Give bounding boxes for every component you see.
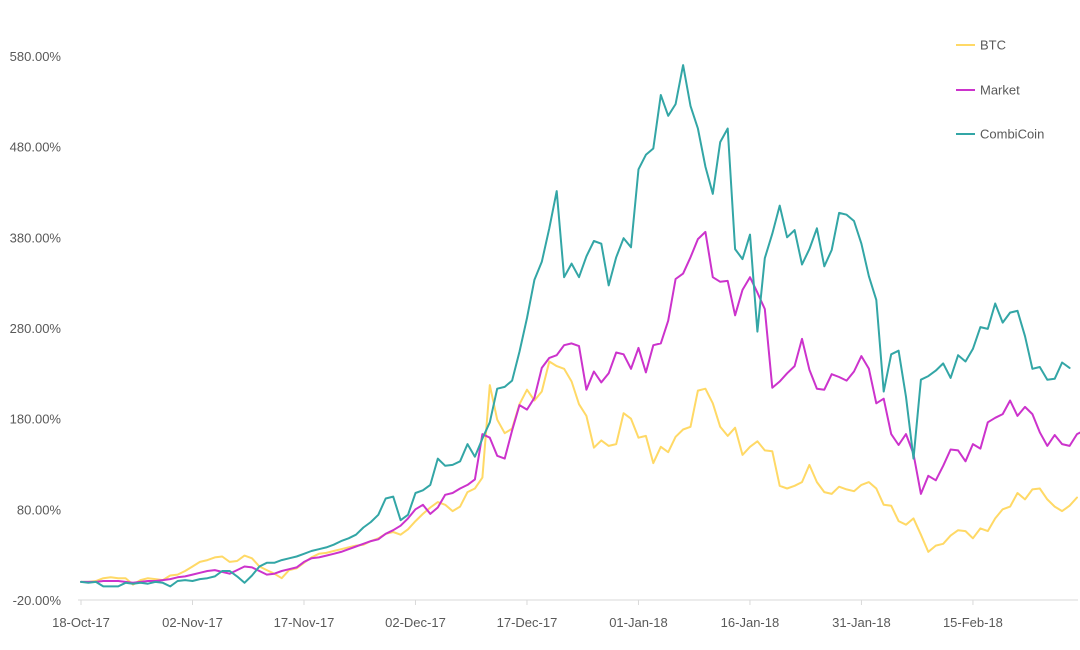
y-tick-label: -20.00%	[13, 593, 62, 608]
x-tick-label: 02-Nov-17	[162, 615, 223, 630]
legend-label-btc: BTC	[980, 38, 1006, 53]
y-tick-label: 80.00%	[17, 502, 62, 517]
series-lines	[80, 64, 1080, 588]
y-axis-ticks: 580.00% 480.00% 380.00% 280.00% 180.00% 80.00…	[10, 49, 62, 608]
axes: 580.00% 480.00% 380.00% 280.00% 180.00% 80.00…	[10, 49, 1078, 630]
x-tick-label: 17-Nov-17	[274, 615, 335, 630]
y-tick-label: 180.00%	[10, 412, 62, 427]
y-tick-label: 580.00%	[10, 49, 62, 64]
x-tick-label: 02-Dec-17	[385, 615, 446, 630]
legend-label-combicoin: CombiCoin	[980, 127, 1044, 142]
legend: BTC Market CombiCoin	[956, 38, 1044, 142]
x-tick-label: 01-Jan-18	[609, 615, 668, 630]
y-tick-label: 380.00%	[10, 230, 62, 245]
x-tick-label: 16-Jan-18	[721, 615, 780, 630]
x-tick-label: 15-Feb-18	[943, 615, 1003, 630]
x-tick-label: 17-Dec-17	[497, 615, 558, 630]
series-line-combicoin	[80, 64, 1071, 588]
x-axis-ticks: 18-Oct-17 02-Nov-17 17-Nov-17 02-Dec-17 17-D…	[52, 600, 1003, 630]
x-tick-label: 18-Oct-17	[52, 615, 110, 630]
y-tick-label: 480.00%	[10, 140, 62, 155]
series-line-btc	[80, 360, 1078, 586]
series-line-market	[80, 230, 1080, 584]
x-tick-label: 31-Jan-18	[832, 615, 891, 630]
y-tick-label: 280.00%	[10, 321, 62, 336]
legend-label-market: Market	[980, 83, 1020, 98]
